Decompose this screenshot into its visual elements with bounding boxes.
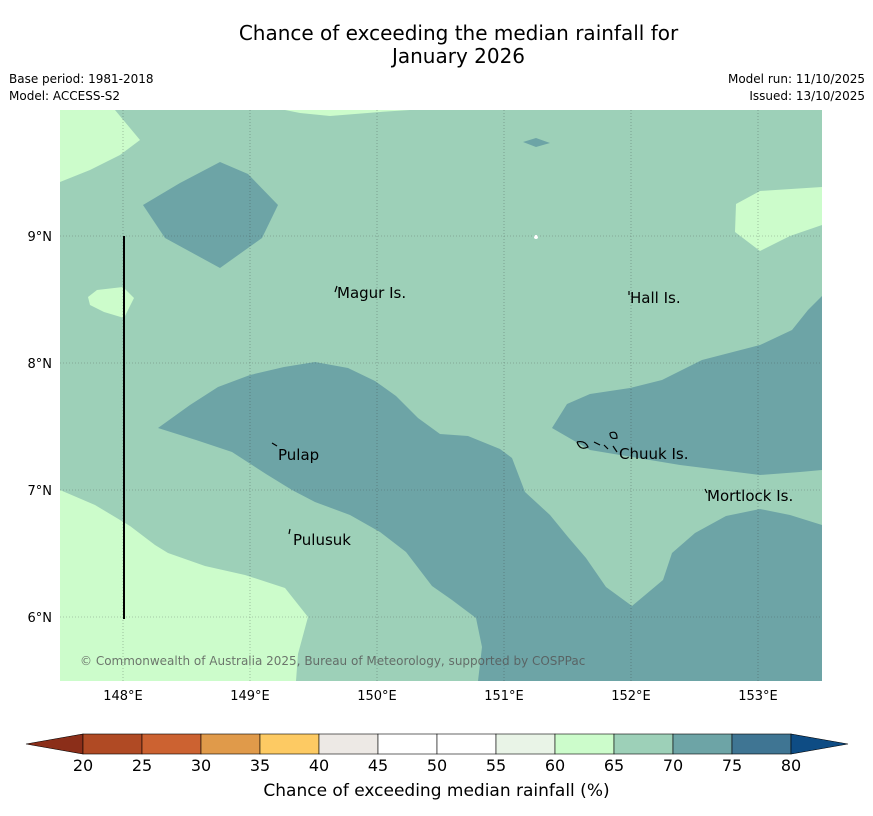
region-60-65-nw [60,110,140,182]
model-run: Model run: 11/10/2025 [727,72,865,86]
chuuk-island-3 [593,441,601,446]
lon-label: 148°E [103,689,143,704]
colorbar-bin [554,733,615,755]
base-period: Base period: 1981-2018 [9,72,154,86]
colorbar-tick-label: 50 [427,756,447,775]
colorbar-tick-label: 55 [486,756,506,775]
place-mortlock: Mortlock Is. [707,487,793,505]
place-chuuk: Chuuk Is. [619,445,688,463]
meta-right: Model run: 11/10/2025 Issued: 13/10/2025 [728,71,865,105]
colorbar-bin [318,733,379,755]
colorbar-bin [82,733,143,755]
title-line-1: Chance of exceeding the median rainfall … [238,21,679,45]
copyright-text: © Commonwealth of Australia 2025, Bureau… [80,654,585,668]
lat-label: 9°N [28,230,53,245]
lon-label: 152°E [611,689,651,704]
region-dot [534,235,538,239]
colorbar-tick-label: 35 [250,756,270,775]
colorbar-tick-label: 70 [663,756,683,775]
lat-labels: 9°N 8°N 7°N 6°N [28,230,53,626]
colorbar-tick-label: 65 [604,756,624,775]
pulap-island [271,442,278,447]
chuuk-island-5 [612,445,618,453]
lon-label: 153°E [738,689,778,704]
region-60-65-sw [60,490,308,681]
colorbar-bin [613,733,674,755]
mortlock-island [704,488,708,494]
colorbar-tick-label: 80 [781,756,801,775]
region-70-75-east [552,296,822,475]
map-title: Chance of exceeding the median rainfall … [0,22,873,68]
place-pulap: Pulap [278,446,319,464]
lon-label: 149°E [230,689,270,704]
place-hall: Hall Is. [630,289,681,307]
colorbar-bin [377,733,438,755]
chuuk-island-4 [603,444,609,450]
colorbar-bin [436,733,497,755]
colorbar-bin [495,733,556,755]
lat-label: 7°N [28,484,53,499]
region-70-75-central [158,362,822,681]
colorbar-bin [200,733,261,755]
meta-left: Base period: 1981-2018 Model: ACCESS-S2 [9,71,154,105]
model-name: Model: ACCESS-S2 [9,89,121,103]
place-pulusuk: Pulusuk [293,531,351,549]
colorbar-under-arrow [25,733,84,755]
colorbar-tick-label: 20 [73,756,93,775]
region-60-65-top [285,110,410,116]
chuuk-island-2 [609,431,618,440]
colorbar-bin [141,733,202,755]
colorbar-bin [259,733,320,755]
region-60-65-small [88,287,134,318]
region-70-75-nw [143,162,278,268]
colorbar-tick-label: 60 [545,756,565,775]
lat-label: 8°N [28,357,53,372]
issued-date: Issued: 13/10/2025 [749,89,865,103]
lat-label: 6°N [28,611,53,626]
lon-labels: 148°E 149°E 150°E 151°E 152°E 153°E [103,689,778,704]
colorbar-bin [731,733,792,755]
region-60-65-ne [735,187,822,251]
chuuk-island-1 [576,440,589,449]
colorbar-ticks: 20 25 30 35 40 45 50 55 60 65 70 75 80 [73,756,801,775]
colorbar-tick-label: 25 [132,756,152,775]
region-70-75-tiny [523,138,550,147]
pulusuk-island [288,528,291,535]
colorbar-bin [672,733,733,755]
colorbar-tick-label: 40 [309,756,329,775]
colorbar [25,733,849,755]
magur-island [334,285,338,293]
colorbar-tick-label: 45 [368,756,388,775]
islands [271,285,708,535]
title-line-2: January 2026 [391,44,526,68]
colorbar-tick-label: 75 [722,756,742,775]
place-magur: Magur Is. [337,284,406,302]
lon-label: 151°E [484,689,524,704]
map-area[interactable] [60,110,822,681]
colorbar-tick-label: 30 [191,756,211,775]
colorbar-over-arrow [790,733,849,755]
colorbar-label: Chance of exceeding median rainfall (%) [263,781,610,801]
place-labels: Magur Is. Hall Is. Pulap Chuuk Is. Mortl… [278,284,793,549]
lon-label: 150°E [357,689,397,704]
